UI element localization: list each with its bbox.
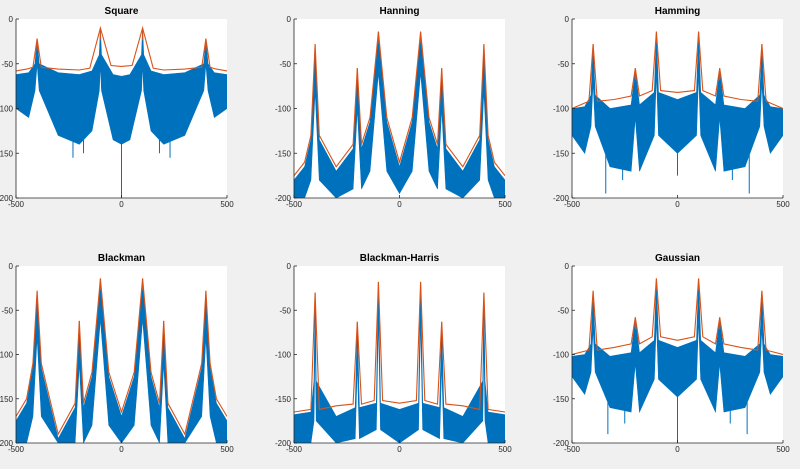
subplot-title: Blackman-Harris: [360, 253, 440, 264]
subplot-title: Hanning: [380, 6, 420, 17]
y-tick-label: -100: [0, 105, 14, 114]
y-tick-label: -200: [275, 439, 292, 448]
envelope-line: [16, 25, 227, 72]
y-tick-label: -50: [279, 60, 291, 69]
envelope-line: [16, 278, 227, 436]
y-tick-label: -150: [0, 149, 14, 158]
x-tick-label: -500: [8, 200, 25, 209]
x-tick-label: 500: [776, 445, 790, 454]
x-tick-label: 0: [397, 445, 402, 454]
y-tick-label: 0: [9, 262, 14, 271]
y-tick-label: -100: [275, 351, 292, 360]
y-tick-label: -200: [0, 194, 14, 203]
subplot-1: 0 -50 -100 -150 -200-500 0 500 Square: [0, 6, 234, 209]
y-tick-label: -150: [0, 395, 14, 404]
envelope-line: [572, 31, 783, 110]
x-tick-label: -500: [564, 445, 581, 454]
y-tick-label: -100: [553, 351, 570, 360]
x-tick-label: 500: [776, 200, 790, 209]
y-tick-label: -200: [275, 194, 292, 203]
y-tick-label: -50: [1, 60, 13, 69]
y-tick-label: 0: [9, 15, 14, 24]
y-tick-label: -200: [553, 194, 570, 203]
plot-area: [294, 31, 505, 198]
plot-area: [16, 25, 227, 198]
x-tick-label: 500: [220, 445, 234, 454]
x-tick-label: 500: [498, 445, 512, 454]
y-tick-label: -100: [553, 105, 570, 114]
y-tick-label: -150: [275, 149, 292, 158]
y-tick-label: -50: [557, 306, 569, 315]
x-tick-label: 0: [397, 200, 402, 209]
plot-area: [16, 278, 227, 443]
x-tick-label: -500: [286, 200, 303, 209]
subplot-title: Blackman: [98, 253, 145, 264]
spectrum-band: [16, 27, 227, 145]
envelope-line: [572, 278, 783, 356]
x-tick-label: -500: [286, 445, 303, 454]
plot-area: [294, 281, 505, 443]
x-tick-label: 500: [220, 200, 234, 209]
y-tick-label: -200: [0, 439, 14, 448]
y-tick-label: -50: [279, 306, 291, 315]
y-tick-label: -150: [275, 395, 292, 404]
y-tick-label: 0: [565, 262, 570, 271]
subplot-title: Gaussian: [655, 253, 700, 264]
envelope-line: [294, 31, 505, 176]
y-tick-label: -50: [557, 60, 569, 69]
plot-area: [572, 278, 783, 443]
x-tick-label: 500: [498, 200, 512, 209]
x-tick-label: 0: [675, 445, 680, 454]
y-tick-label: -100: [0, 351, 14, 360]
y-tick-label: -50: [1, 306, 13, 315]
subplot-title: Hamming: [655, 6, 701, 17]
subplot-3: 0 -50 -100 -150 -200-500 0 500 Hamming: [553, 6, 790, 209]
y-tick-label: 0: [287, 15, 292, 24]
y-tick-label: 0: [565, 15, 570, 24]
envelope-line: [294, 281, 505, 413]
x-tick-label: 0: [119, 445, 124, 454]
subplot-6: 0 -50 -100 -150 -200-500 0 500 Gaussian: [553, 253, 790, 454]
y-tick-label: 0: [287, 262, 292, 271]
spectrum-band: [572, 33, 783, 172]
x-tick-label: 0: [119, 200, 124, 209]
subplot-4: 0 -50 -100 -150 -200-500 0 500 Blackman: [0, 253, 234, 454]
x-tick-label: 0: [675, 200, 680, 209]
subplot-5: 0 -50 -100 -150 -200-500 0 500 Blackman-Harris: [275, 253, 512, 454]
plot-area: [572, 31, 783, 194]
subplot-2: 0 -50 -100 -150 -200-500 0 500 Hanning: [275, 6, 512, 209]
subplot-title: Square: [105, 6, 139, 17]
y-tick-label: -150: [553, 395, 570, 404]
x-tick-label: -500: [8, 445, 25, 454]
y-tick-label: -200: [553, 439, 570, 448]
y-tick-label: -150: [553, 149, 570, 158]
x-tick-label: -500: [564, 200, 581, 209]
y-tick-label: -100: [275, 105, 292, 114]
spectrum-band: [572, 280, 783, 414]
